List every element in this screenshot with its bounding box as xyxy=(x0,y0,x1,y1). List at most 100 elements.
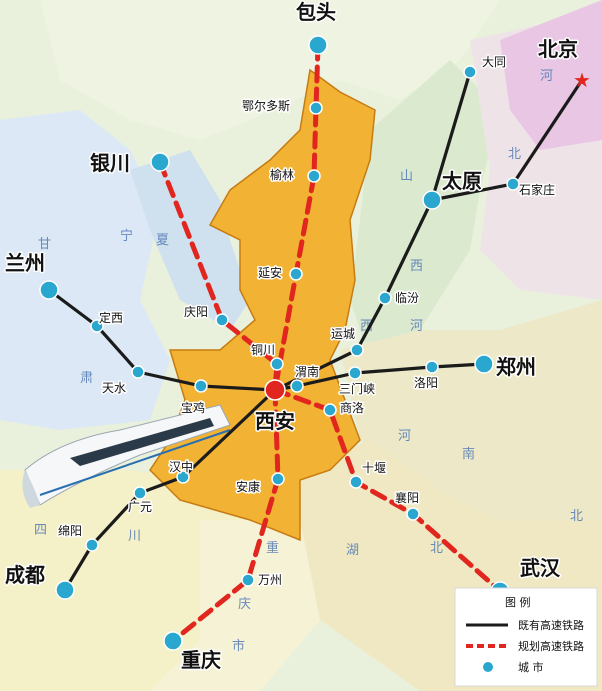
city-label: 铜川 xyxy=(251,342,275,357)
city-label: 武汉 xyxy=(520,556,561,580)
city-label: 太原 xyxy=(442,169,482,193)
city-dot xyxy=(241,573,255,587)
city-shiyan: 十堰 xyxy=(349,460,388,489)
city-beijing: ★ 北京 xyxy=(537,36,591,93)
train-window-strip xyxy=(70,418,214,466)
city-label: 洛阳 xyxy=(414,375,438,390)
city-label: 成都 xyxy=(5,563,45,587)
city-label: 重庆 xyxy=(181,648,221,672)
city-dot xyxy=(39,280,59,300)
city-baoji: 宝鸡 xyxy=(180,379,208,417)
city-zhengzhou: 郑州 xyxy=(474,354,538,381)
city-dot xyxy=(350,343,364,357)
legend: 图 例 既有高速铁路 规划高速铁路 城 市 xyxy=(454,587,598,687)
city-label: 郑州 xyxy=(496,355,536,379)
region-beijing xyxy=(500,0,602,150)
city-label: 榆林 xyxy=(270,167,294,182)
city-dot xyxy=(323,403,337,417)
legend-planned-label: 规划高速铁路 xyxy=(518,639,584,653)
city-dot xyxy=(378,291,392,305)
city-label: 绵阳 xyxy=(58,524,82,538)
city-dot xyxy=(85,538,99,552)
city-dot xyxy=(55,580,75,600)
province-label: 甘 xyxy=(38,237,51,252)
region-chongqing xyxy=(150,520,320,691)
province-label: 北 xyxy=(508,147,521,162)
city-label: 安康 xyxy=(236,479,260,494)
city-dot xyxy=(215,313,229,327)
city-erdos: 鄂尔多斯 xyxy=(241,97,323,115)
city-label: 汉中 xyxy=(169,459,193,474)
city-label: 广元 xyxy=(128,500,152,514)
city-label: 定西 xyxy=(99,310,123,325)
city-tianshui: 天水 xyxy=(101,365,145,397)
city-label: 商洛 xyxy=(340,400,364,415)
city-xiangyang: 襄阳 xyxy=(394,489,421,521)
province-label: 北 xyxy=(430,541,443,556)
city-label: 十堰 xyxy=(362,461,386,475)
city-label: 包头 xyxy=(296,0,336,24)
city-dot xyxy=(150,152,170,172)
city-label: 三门峡 xyxy=(339,381,375,396)
city-label: 鄂尔多斯 xyxy=(242,98,290,113)
city-yuncheng: 运城 xyxy=(330,326,364,357)
city-guangyuan: 广元 xyxy=(127,486,154,516)
city-dot xyxy=(307,169,321,183)
train-stripe xyxy=(39,429,231,496)
city-label: 北京 xyxy=(538,37,578,61)
province-label: 川 xyxy=(128,529,141,544)
city-lanzhou: 兰州 xyxy=(4,250,59,300)
city-dot xyxy=(264,379,286,401)
city-label: 石家庄 xyxy=(519,182,555,197)
region-henan xyxy=(340,300,602,520)
province-label: 西 xyxy=(360,319,373,334)
province-label: 北 xyxy=(570,509,583,524)
city-dot xyxy=(90,319,104,333)
city-wanzhou: 万州 xyxy=(241,572,284,589)
province-label: 南 xyxy=(462,446,475,462)
city-yulin: 榆林 xyxy=(269,166,321,184)
city-taiyuan: 太原 xyxy=(422,168,484,210)
province-label: 河 xyxy=(540,69,553,84)
province-label: 肃 xyxy=(80,371,93,386)
city-weinan: 渭南 xyxy=(290,363,321,393)
city-label: 宝鸡 xyxy=(181,400,205,415)
city-dot xyxy=(131,365,145,379)
city-ankang: 安康 xyxy=(235,472,285,496)
city-dot xyxy=(163,631,183,651)
city-dot xyxy=(271,472,285,486)
city-label: 西安 xyxy=(255,409,295,433)
city-dot xyxy=(270,357,284,371)
city-dot xyxy=(289,267,303,281)
region-sichuan xyxy=(0,470,260,691)
city-tongchuan: 铜川 xyxy=(250,341,284,371)
planned-rail-line xyxy=(157,159,280,393)
train-illustration xyxy=(22,404,231,508)
planned-rail-line xyxy=(170,387,281,644)
city-luoyang: 洛阳 xyxy=(413,360,440,392)
province-label: 宁 xyxy=(120,228,133,244)
city-label: 延安 xyxy=(258,265,282,280)
city-dot xyxy=(406,507,420,521)
city-yanan: 延安 xyxy=(257,264,303,282)
legend-box xyxy=(454,587,598,687)
province-label: 河 xyxy=(410,319,423,334)
city-dot xyxy=(349,475,363,489)
city-sanmenxia: 三门峡 xyxy=(338,366,377,398)
city-dot xyxy=(309,101,323,115)
city-dot xyxy=(422,190,442,210)
region-gansu xyxy=(0,110,170,430)
province-label: 西 xyxy=(410,259,423,274)
province-label: 市 xyxy=(232,638,245,654)
city-dot xyxy=(194,379,208,393)
city-dot xyxy=(474,354,494,374)
city-dot xyxy=(133,486,147,500)
city-label: 兰州 xyxy=(5,251,45,275)
city-chengdu: 成都 xyxy=(4,562,75,600)
city-label: 襄阳 xyxy=(395,490,419,505)
province-label: 重 xyxy=(266,540,279,556)
star-icon: ★ xyxy=(573,68,591,92)
city-datong: 大同 xyxy=(463,54,508,79)
city-label: 渭南 xyxy=(295,364,319,379)
